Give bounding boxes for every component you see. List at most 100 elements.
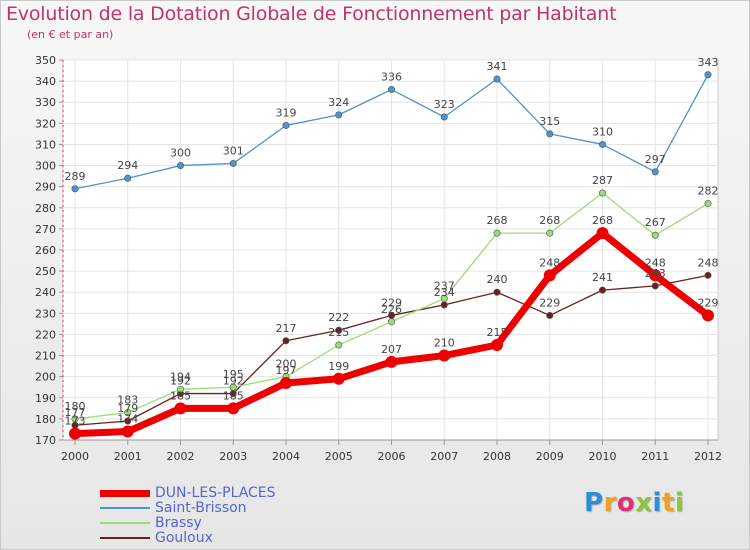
- data-label-brassy: 282: [698, 185, 719, 198]
- y-tick-label: 320: [35, 117, 56, 130]
- data-point-saint-brisson: [335, 111, 343, 119]
- x-tick-label: 2000: [61, 450, 89, 463]
- data-point-dun-les-places: [596, 227, 609, 240]
- data-label-gouloux: 240: [487, 273, 508, 286]
- data-point-saint-brisson: [651, 168, 659, 176]
- data-point-saint-brisson: [546, 130, 554, 138]
- y-tick-label: 240: [35, 286, 56, 299]
- data-point-brassy: [493, 229, 501, 237]
- data-point-brassy: [177, 385, 185, 393]
- data-label-brassy: 237: [434, 280, 455, 293]
- legend-entry: Brassy: [100, 515, 340, 531]
- data-label-dun-les-places: 173: [65, 415, 86, 428]
- legend-swatch: [100, 507, 150, 509]
- data-point-brassy: [71, 415, 79, 423]
- data-label-brassy: 267: [645, 216, 666, 229]
- data-point-dun-les-places: [280, 377, 292, 389]
- data-label-brassy: 200: [276, 358, 297, 371]
- data-point-gouloux: [704, 271, 712, 279]
- legend-label: Brassy: [155, 515, 202, 531]
- y-tick-label: 200: [35, 371, 56, 384]
- data-point-dun-les-places: [174, 402, 187, 415]
- y-tick-label: 300: [35, 160, 56, 173]
- data-label-saint-brisson: 336: [381, 71, 402, 84]
- data-label-gouloux: 229: [539, 296, 560, 309]
- data-label-dun-les-places: 229: [698, 296, 719, 309]
- x-tick-label: 2006: [378, 450, 406, 463]
- data-point-saint-brisson: [177, 162, 185, 170]
- y-tick-label: 260: [35, 244, 56, 257]
- data-point-gouloux: [282, 337, 290, 345]
- data-label-saint-brisson: 341: [487, 60, 508, 73]
- data-label-gouloux: 192: [223, 375, 244, 388]
- legend-label: DUN-LES-PLACES: [155, 485, 276, 501]
- data-label-dun-les-places: 268: [592, 214, 613, 227]
- legend-swatch: [100, 490, 150, 497]
- x-tick-label: 2008: [483, 450, 511, 463]
- data-point-gouloux: [124, 417, 132, 425]
- data-label-brassy: 287: [592, 174, 613, 187]
- data-label-gouloux: 248: [698, 256, 719, 269]
- data-point-saint-brisson: [229, 159, 237, 167]
- y-tick-label: 180: [35, 413, 56, 426]
- data-point-dun-les-places: [69, 427, 81, 440]
- data-label-gouloux: 177: [65, 406, 86, 419]
- data-label-saint-brisson: 324: [328, 96, 349, 109]
- data-label-brassy: 215: [328, 326, 349, 339]
- x-tick-label: 2002: [167, 450, 195, 463]
- data-label-gouloux: 222: [328, 311, 349, 324]
- data-label-saint-brisson: 301: [223, 144, 244, 157]
- data-label-gouloux: 234: [434, 286, 455, 299]
- data-point-brassy: [651, 231, 659, 239]
- data-label-saint-brisson: 343: [698, 56, 719, 69]
- y-tick-label: 330: [35, 96, 56, 109]
- data-point-gouloux: [493, 288, 501, 296]
- data-point-gouloux: [598, 286, 606, 294]
- y-tick-label: 190: [35, 392, 56, 405]
- data-point-gouloux: [651, 282, 659, 290]
- y-tick-label: 350: [35, 54, 56, 67]
- y-tick-label: 210: [35, 350, 56, 363]
- data-label-saint-brisson: 323: [434, 98, 455, 111]
- data-label-gouloux: 192: [170, 375, 191, 388]
- x-tick-label: 2005: [325, 450, 353, 463]
- data-label-saint-brisson: 319: [276, 106, 297, 119]
- data-label-gouloux: 241: [592, 271, 613, 284]
- data-point-saint-brisson: [71, 185, 79, 193]
- data-point-saint-brisson: [598, 140, 606, 148]
- data-point-saint-brisson: [282, 121, 290, 129]
- data-point-dun-les-places: [702, 309, 714, 322]
- data-point-brassy: [440, 295, 448, 303]
- data-point-brassy: [387, 318, 395, 326]
- y-tick-label: 250: [35, 265, 56, 278]
- data-label-gouloux: 217: [276, 322, 297, 335]
- y-tick-label: 310: [35, 138, 56, 151]
- data-point-gouloux: [440, 301, 448, 309]
- x-tick-label: 2001: [114, 450, 142, 463]
- data-point-dun-les-places: [649, 269, 662, 282]
- data-label-dun-les-places: 248: [645, 256, 666, 269]
- data-point-dun-les-places: [121, 425, 134, 438]
- data-label-brassy: 195: [223, 368, 244, 381]
- data-label-gouloux: 243: [645, 267, 666, 280]
- data-label-dun-les-places: 174: [117, 413, 138, 426]
- data-point-brassy: [704, 200, 712, 208]
- data-label-dun-les-places: 215: [487, 326, 508, 339]
- data-label-dun-les-places: 248: [539, 256, 560, 269]
- chart-title: Evolution de la Dotation Globale de Fonc…: [6, 3, 617, 25]
- x-tick-label: 2011: [641, 450, 669, 463]
- x-tick-label: 2009: [536, 450, 564, 463]
- data-point-dun-les-places: [227, 402, 240, 415]
- data-label-brassy: 180: [65, 400, 86, 413]
- legend: DUN-LES-PLACES Saint-Brisson Brassy Gouloux: [100, 485, 340, 546]
- data-label-dun-les-places: 199: [328, 360, 349, 373]
- data-label-dun-les-places: 210: [434, 337, 455, 350]
- legend-entry: DUN-LES-PLACES: [100, 485, 340, 501]
- legend-swatch: [100, 537, 150, 539]
- data-point-brassy: [335, 341, 343, 349]
- data-point-brassy: [598, 189, 606, 197]
- data-label-saint-brisson: 297: [645, 153, 666, 166]
- data-point-saint-brisson: [387, 86, 395, 94]
- data-label-gouloux: 229: [381, 296, 402, 309]
